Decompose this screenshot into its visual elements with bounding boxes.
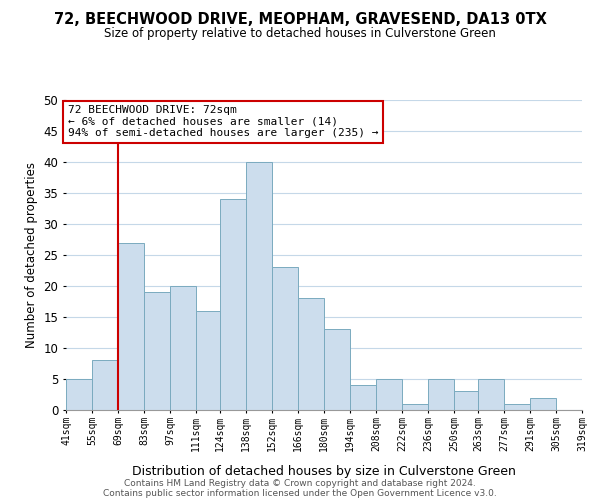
Bar [66, 379, 92, 410]
Bar [298, 298, 324, 410]
Bar [324, 330, 350, 410]
Y-axis label: Number of detached properties: Number of detached properties [25, 162, 38, 348]
X-axis label: Distribution of detached houses by size in Culverstone Green: Distribution of detached houses by size … [132, 464, 516, 477]
Bar [478, 379, 504, 410]
Bar [530, 398, 556, 410]
Bar [170, 286, 196, 410]
Text: 72, BEECHWOOD DRIVE, MEOPHAM, GRAVESEND, DA13 0TX: 72, BEECHWOOD DRIVE, MEOPHAM, GRAVESEND,… [53, 12, 547, 28]
Bar [196, 311, 220, 410]
Bar [144, 292, 170, 410]
Bar [402, 404, 428, 410]
Bar [92, 360, 118, 410]
Bar [350, 385, 376, 410]
Bar [428, 379, 454, 410]
Text: Contains HM Land Registry data © Crown copyright and database right 2024.: Contains HM Land Registry data © Crown c… [124, 478, 476, 488]
Bar [272, 268, 298, 410]
Bar [454, 392, 478, 410]
Bar [118, 242, 144, 410]
Bar [376, 379, 402, 410]
Bar [504, 404, 530, 410]
Text: Size of property relative to detached houses in Culverstone Green: Size of property relative to detached ho… [104, 28, 496, 40]
Text: 72 BEECHWOOD DRIVE: 72sqm
← 6% of detached houses are smaller (14)
94% of semi-d: 72 BEECHWOOD DRIVE: 72sqm ← 6% of detach… [68, 105, 379, 138]
Text: Contains public sector information licensed under the Open Government Licence v3: Contains public sector information licen… [103, 488, 497, 498]
Bar [246, 162, 272, 410]
Bar [220, 199, 246, 410]
